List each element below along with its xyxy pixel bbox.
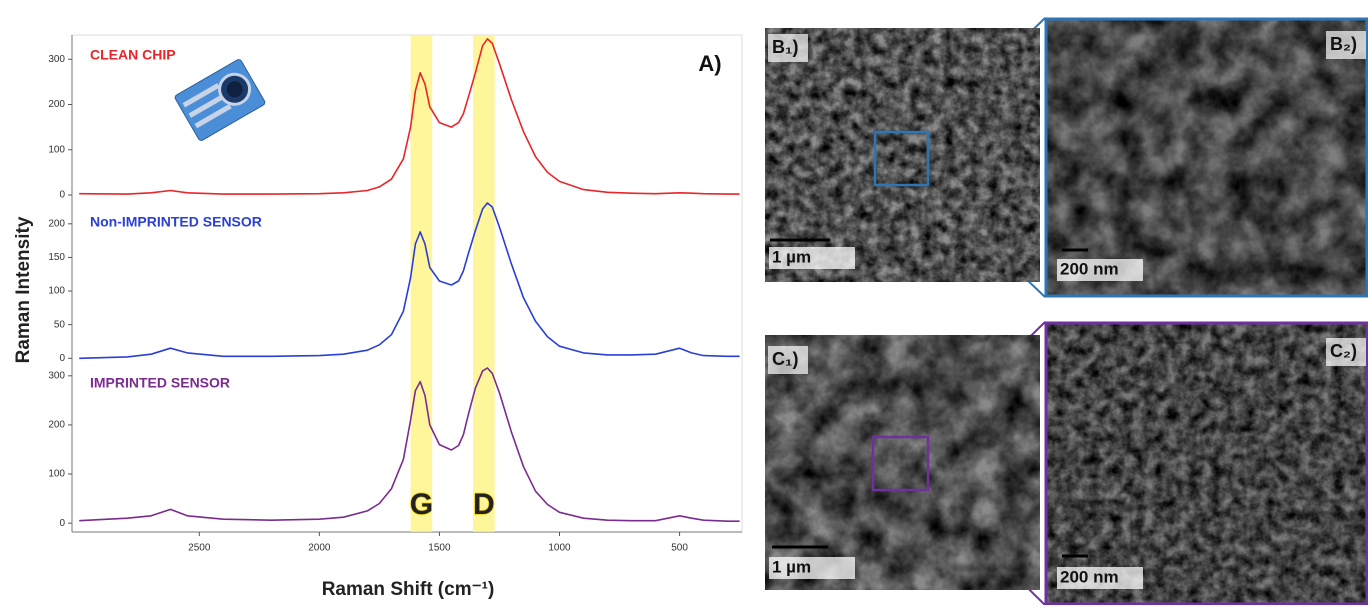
x-tick-label: 500 bbox=[671, 543, 688, 554]
band-label: G bbox=[410, 488, 433, 521]
y-tick-label: 150 bbox=[48, 252, 65, 263]
label-bg bbox=[1326, 31, 1366, 59]
micrograph-label: B₁) bbox=[772, 37, 798, 57]
label-bg bbox=[768, 346, 808, 374]
series-label: Non-IMPRINTED SENSOR bbox=[90, 214, 262, 230]
band-label: D bbox=[473, 488, 495, 521]
highlight-band bbox=[473, 35, 495, 532]
x-tick-label: 2000 bbox=[308, 543, 331, 554]
micrograph-b2 bbox=[1044, 17, 1368, 298]
y-tick-label: 200 bbox=[48, 218, 65, 229]
scale-bg bbox=[769, 247, 855, 269]
x-tick-label: 1500 bbox=[428, 543, 451, 554]
y-tick-label: 200 bbox=[48, 99, 65, 110]
chip-icon bbox=[174, 59, 266, 141]
y-tick-label: 0 bbox=[59, 190, 65, 201]
scale-bg bbox=[1057, 567, 1143, 589]
spectrum-line bbox=[79, 202, 740, 360]
micrograph-label: C₁) bbox=[772, 349, 798, 369]
y-tick-label: 100 bbox=[48, 469, 65, 480]
micrograph-c2 bbox=[1044, 321, 1368, 606]
x-axis-label: Raman Shift (cm⁻¹) bbox=[322, 579, 495, 600]
panel-label: A) bbox=[698, 51, 721, 76]
y-tick-label: 100 bbox=[48, 286, 65, 297]
plot-frame bbox=[71, 34, 743, 533]
y-tick-label: 300 bbox=[48, 370, 65, 381]
label-bg bbox=[768, 34, 808, 62]
spectrum-line bbox=[79, 367, 740, 522]
x-tick-label: 2500 bbox=[188, 543, 211, 554]
y-axis-label: Raman Intensity bbox=[13, 216, 34, 363]
scale-label: 200 nm bbox=[1060, 259, 1119, 278]
spectrum-line bbox=[79, 38, 740, 195]
y-tick-label: 50 bbox=[54, 319, 66, 330]
micrograph-b1 bbox=[765, 28, 1040, 282]
label-bg bbox=[1326, 338, 1366, 366]
y-tick-label: 200 bbox=[48, 420, 65, 431]
scale-label: 200 nm bbox=[1060, 567, 1119, 586]
x-tick-label: 1000 bbox=[548, 543, 571, 554]
scale-label: 1 µm bbox=[772, 247, 811, 266]
scale-bg bbox=[1057, 259, 1143, 281]
micrograph-label: C₂) bbox=[1330, 341, 1357, 361]
series-label: IMPRINTED SENSOR bbox=[90, 375, 230, 391]
series-label: CLEAN CHIP bbox=[90, 47, 176, 63]
scale-bg bbox=[769, 557, 855, 579]
y-tick-label: 0 bbox=[59, 353, 65, 364]
y-tick-label: 300 bbox=[48, 54, 65, 65]
micrograph-label: B₂) bbox=[1330, 34, 1357, 54]
highlight-band bbox=[410, 35, 433, 532]
y-tick-label: 0 bbox=[59, 518, 65, 529]
y-tick-label: 100 bbox=[48, 144, 65, 155]
micrograph-c1 bbox=[765, 335, 1040, 590]
scale-label: 1 µm bbox=[772, 557, 811, 576]
